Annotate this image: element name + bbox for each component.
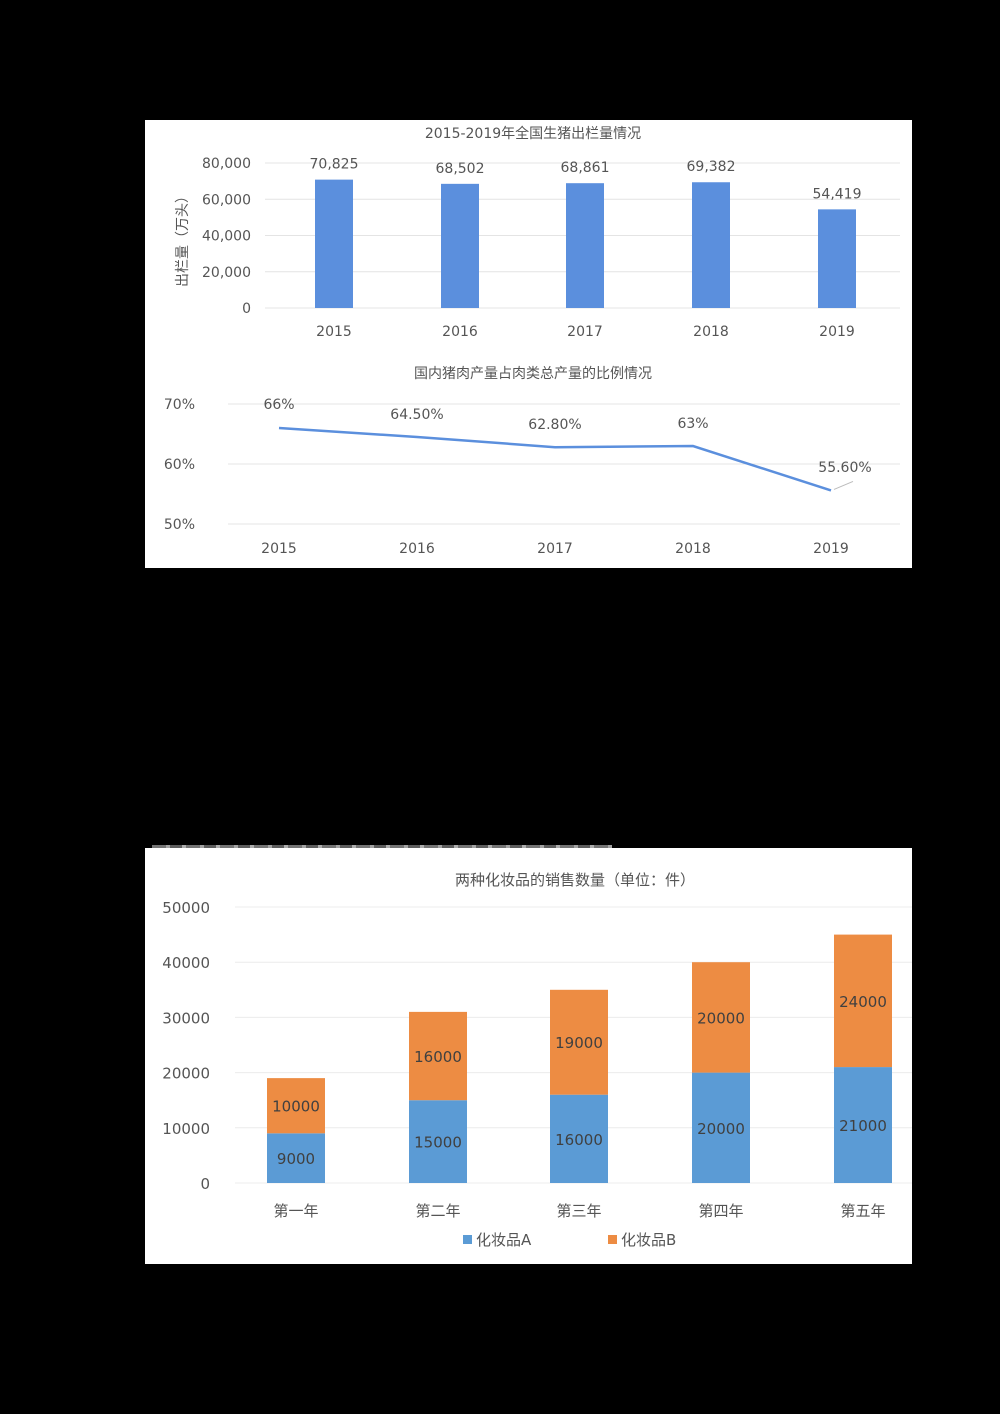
y-tick-label: 60,000 bbox=[202, 192, 251, 208]
x-tick-label: 第四年 bbox=[698, 1202, 743, 1220]
x-tick-label: 第五年 bbox=[840, 1202, 885, 1220]
y-tick-label: 30000 bbox=[162, 1009, 210, 1027]
y-tick-label: 20000 bbox=[162, 1065, 210, 1083]
bar-segment bbox=[692, 1072, 750, 1183]
data-label: 16000 bbox=[555, 1131, 603, 1149]
bar-segment bbox=[409, 1100, 467, 1183]
x-tick-label: 第一年 bbox=[273, 1202, 318, 1220]
cosmetics-chart-svg: 两种化妆品的销售数量（单位：件） 0 10000 20000 30000 40000 500… bbox=[162, 871, 912, 1249]
y-tick-label: 40000 bbox=[162, 954, 210, 972]
y-tick-label: 20,000 bbox=[202, 265, 251, 281]
cosmetics-chart-panel: 两种化妆品的销售数量（单位：件） 0 10000 20000 30000 40000 500… bbox=[145, 848, 912, 1264]
x-tick-label: 第二年 bbox=[415, 1202, 460, 1220]
x-tick-label: 2019 bbox=[813, 541, 849, 557]
bar-segment bbox=[267, 1133, 325, 1183]
y-tick-label: 50% bbox=[164, 517, 195, 533]
data-label: 21000 bbox=[839, 1117, 887, 1135]
x-tick-label: 2019 bbox=[819, 324, 855, 340]
data-label: 62.80% bbox=[528, 417, 581, 433]
y-tick-label: 0 bbox=[200, 1175, 210, 1193]
bar-segment bbox=[834, 1067, 892, 1183]
x-tick-label: 第三年 bbox=[556, 1202, 601, 1220]
legend-swatch bbox=[463, 1235, 472, 1244]
data-label: 20000 bbox=[697, 1009, 745, 1027]
y-axis-label: 出栏量（万头） bbox=[175, 189, 191, 287]
line-series bbox=[278, 426, 832, 492]
leader-line bbox=[833, 480, 854, 490]
x-tick-label: 2016 bbox=[399, 541, 435, 557]
data-label: 9000 bbox=[277, 1150, 315, 1168]
bar-segment bbox=[267, 1078, 325, 1134]
data-label: 68,861 bbox=[561, 160, 610, 176]
bar-segment bbox=[409, 1011, 467, 1101]
legend-swatch bbox=[608, 1235, 617, 1244]
bar bbox=[818, 209, 856, 308]
y-tick-label: 80,000 bbox=[202, 156, 251, 172]
chart-title: 2015-2019年全国生猪出栏量情况 bbox=[425, 125, 641, 142]
legend-label: 化妆品A bbox=[476, 1231, 532, 1249]
bar bbox=[315, 179, 353, 308]
data-label: 66% bbox=[263, 397, 294, 413]
bar-segment bbox=[550, 989, 608, 1095]
x-tick-label: 2015 bbox=[316, 324, 352, 340]
data-label: 55.60% bbox=[818, 460, 871, 476]
data-label: 15000 bbox=[414, 1134, 462, 1152]
y-tick-label: 50000 bbox=[162, 899, 210, 917]
chart-title: 国内猪肉产量占肉类总产量的比例情况 bbox=[414, 366, 652, 382]
legend-label: 化妆品B bbox=[621, 1231, 676, 1249]
y-tick-label: 70% bbox=[164, 397, 195, 413]
data-label: 69,382 bbox=[687, 159, 736, 175]
data-label: 16000 bbox=[414, 1048, 462, 1066]
bar bbox=[566, 183, 604, 308]
x-tick-label: 2018 bbox=[693, 324, 729, 340]
data-label: 54,419 bbox=[813, 186, 862, 202]
bar-segment bbox=[834, 934, 892, 1068]
data-label: 24000 bbox=[839, 993, 887, 1011]
x-tick-label: 2016 bbox=[442, 324, 478, 340]
y-tick-label: 0 bbox=[242, 301, 251, 317]
data-label: 68,502 bbox=[436, 161, 485, 177]
y-tick-label: 10000 bbox=[162, 1120, 210, 1138]
bar-segment bbox=[550, 1094, 608, 1183]
x-tick-label: 2015 bbox=[261, 541, 297, 557]
x-tick-label: 2018 bbox=[675, 541, 711, 557]
bar bbox=[692, 182, 730, 308]
bar-segment bbox=[692, 962, 750, 1073]
data-label: 20000 bbox=[697, 1120, 745, 1138]
x-tick-label: 2017 bbox=[537, 541, 573, 557]
chart-title: 两种化妆品的销售数量（单位：件） bbox=[455, 871, 695, 889]
y-tick-label: 60% bbox=[164, 457, 195, 473]
data-label: 63% bbox=[677, 416, 708, 432]
pig-charts-panel: 2015-2019年全国生猪出栏量情况 0 20,000 40,000 60,000 80… bbox=[145, 120, 912, 568]
data-label: 64.50% bbox=[390, 407, 443, 423]
y-tick-label: 40,000 bbox=[202, 229, 251, 245]
data-label: 10000 bbox=[272, 1098, 320, 1116]
data-label: 19000 bbox=[555, 1034, 603, 1052]
bar bbox=[441, 183, 479, 308]
pig-charts-svg: 2015-2019年全国生猪出栏量情况 0 20,000 40,000 60,000 80… bbox=[164, 125, 900, 557]
x-tick-label: 2017 bbox=[567, 324, 603, 340]
data-label: 70,825 bbox=[310, 157, 359, 173]
